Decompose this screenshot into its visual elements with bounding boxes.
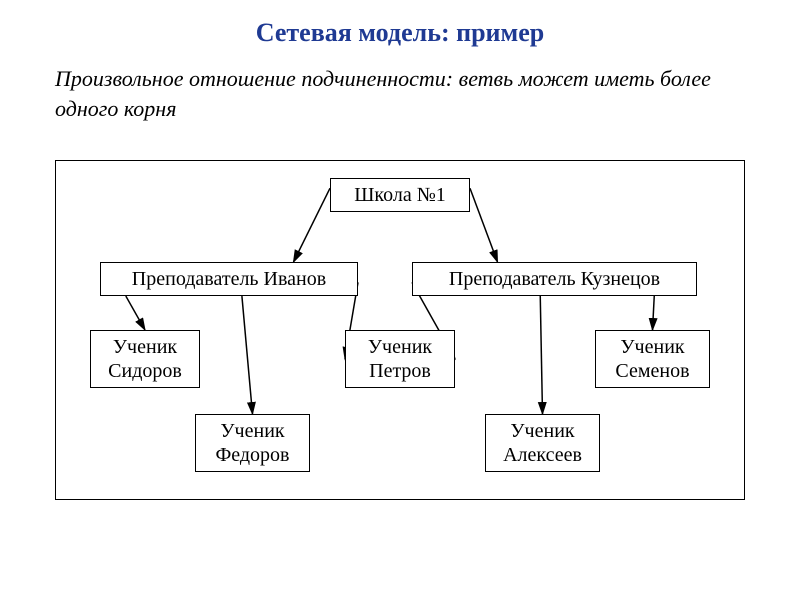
subtitle-text: Произвольное отношение подчиненности: ве… bbox=[55, 66, 711, 121]
node-label: Преподаватель Иванов bbox=[132, 267, 326, 291]
title-text: Сетевая модель: пример bbox=[256, 18, 545, 47]
node-label: Ученик bbox=[510, 419, 574, 443]
node-label: Петров bbox=[369, 359, 431, 383]
node-label: Преподаватель Кузнецов bbox=[449, 267, 660, 291]
node-semenov: УченикСеменов bbox=[595, 330, 710, 388]
node-label: Ученик bbox=[368, 335, 432, 359]
node-alekseev: УченикАлексеев bbox=[485, 414, 600, 472]
node-label: Ученик bbox=[620, 335, 684, 359]
page-subtitle: Произвольное отношение подчиненности: ве… bbox=[55, 64, 745, 123]
node-label: Семенов bbox=[615, 359, 689, 383]
node-kuznetsov: Преподаватель Кузнецов bbox=[412, 262, 697, 296]
node-label: Ученик bbox=[220, 419, 284, 443]
node-petrov: УченикПетров bbox=[345, 330, 455, 388]
node-school: Школа №1 bbox=[330, 178, 470, 212]
node-fedorov: УченикФедоров bbox=[195, 414, 310, 472]
node-label: Алексеев bbox=[503, 443, 582, 467]
node-label: Школа №1 bbox=[354, 183, 446, 207]
page-title: Сетевая модель: пример bbox=[0, 18, 800, 48]
node-sidorov: УченикСидоров bbox=[90, 330, 200, 388]
node-label: Сидоров bbox=[108, 359, 182, 383]
node-label: Федоров bbox=[215, 443, 289, 467]
node-ivanov: Преподаватель Иванов bbox=[100, 262, 358, 296]
node-label: Ученик bbox=[113, 335, 177, 359]
